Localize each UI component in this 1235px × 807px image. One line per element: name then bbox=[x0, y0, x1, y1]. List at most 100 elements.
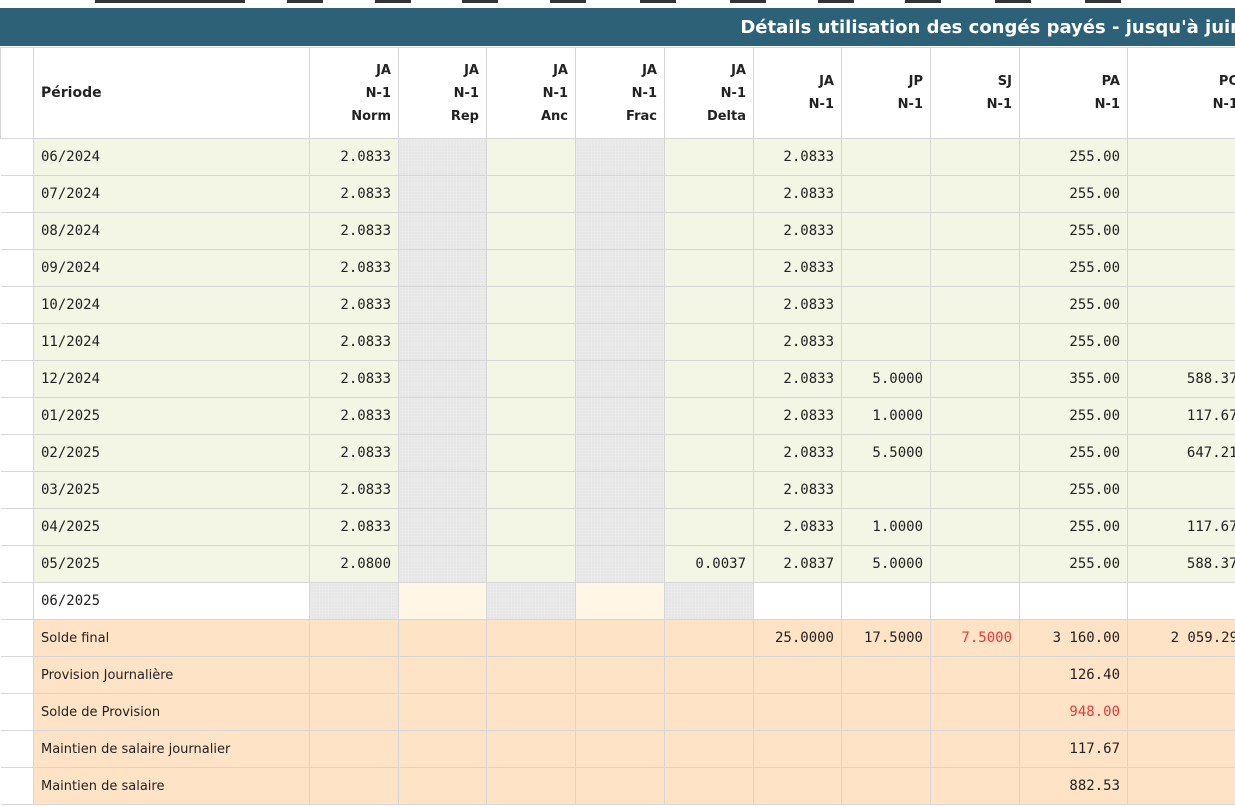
cell-ja[interactable]: 2.0833 bbox=[753, 471, 842, 509]
cell-pa[interactable]: 255.00 bbox=[1019, 286, 1128, 324]
cell-sj[interactable] bbox=[930, 397, 1020, 435]
cell-ja-norm[interactable]: 2.0800 bbox=[309, 545, 399, 583]
col-header-ja-anc[interactable]: JA N-1 Anc bbox=[486, 47, 576, 139]
cell-pa[interactable]: 255.00 bbox=[1019, 323, 1128, 361]
cell-periode[interactable]: 06/2025 bbox=[33, 582, 310, 620]
cell-ja-delta[interactable] bbox=[664, 434, 754, 472]
cell-periode[interactable]: 01/2025 bbox=[33, 397, 310, 435]
table-row[interactable]: 07/2024 2.0833 2.0833 255.00 bbox=[0, 175, 1235, 213]
col-header-periode[interactable]: Période bbox=[33, 47, 310, 139]
cell-ja-delta[interactable] bbox=[664, 138, 754, 176]
col-header-pa[interactable]: PA N-1 bbox=[1019, 47, 1128, 139]
cell-periode[interactable]: 03/2025 bbox=[33, 471, 310, 509]
cell-jp[interactable]: 5.0000 bbox=[841, 545, 931, 583]
cell-sj[interactable] bbox=[930, 508, 1020, 546]
cell-periode[interactable]: 05/2025 bbox=[33, 545, 310, 583]
cell-pa[interactable]: 255.00 bbox=[1019, 138, 1128, 176]
cell-periode[interactable]: 11/2024 bbox=[33, 323, 310, 361]
cell-ja-anc[interactable] bbox=[486, 138, 576, 176]
cell-pc[interactable] bbox=[1127, 249, 1235, 287]
col-header-jp[interactable]: JP N-1 bbox=[841, 47, 931, 139]
cell-jp[interactable] bbox=[841, 212, 931, 250]
table-row[interactable]: 10/2024 2.0833 2.0833 255.00 bbox=[0, 286, 1235, 324]
cell-ja[interactable]: 2.0833 bbox=[753, 175, 842, 213]
cell-ja-delta[interactable]: 0.0037 bbox=[664, 545, 754, 583]
cell-ja-delta[interactable] bbox=[664, 323, 754, 361]
cell-ja[interactable]: 2.0833 bbox=[753, 286, 842, 324]
cell-jp[interactable]: 5.5000 bbox=[841, 434, 931, 472]
cell-ja-anc[interactable] bbox=[486, 545, 576, 583]
table-row[interactable]: 12/2024 2.0833 2.0833 5.0000 355.00 588.… bbox=[0, 360, 1235, 398]
table-row[interactable]: 05/2025 2.0800 0.0037 2.0837 5.0000 255.… bbox=[0, 545, 1235, 583]
cell-ja-norm[interactable]: 2.0833 bbox=[309, 323, 399, 361]
col-header-ja[interactable]: JA N-1 bbox=[753, 47, 842, 139]
col-header-ja-delta[interactable]: JA N-1 Delta bbox=[664, 47, 754, 139]
cell-ja-anc[interactable] bbox=[486, 471, 576, 509]
cell-sj[interactable] bbox=[930, 360, 1020, 398]
cell-ja-delta[interactable] bbox=[664, 212, 754, 250]
cell-ja-delta[interactable] bbox=[664, 397, 754, 435]
cell-pa[interactable]: 255.00 bbox=[1019, 212, 1128, 250]
table-row[interactable]: 08/2024 2.0833 2.0833 255.00 bbox=[0, 212, 1235, 250]
cell-jp[interactable] bbox=[841, 249, 931, 287]
cell-pc[interactable]: 117.67 bbox=[1127, 508, 1235, 546]
cell-pa[interactable]: 355.00 bbox=[1019, 360, 1128, 398]
cell-ja-delta[interactable] bbox=[664, 471, 754, 509]
cell-ja-norm[interactable]: 2.0833 bbox=[309, 212, 399, 250]
cell-pc[interactable]: 588.37 bbox=[1127, 545, 1235, 583]
col-header-ja-rep[interactable]: JA N-1 Rep bbox=[398, 47, 487, 139]
cell-ja-delta[interactable] bbox=[664, 508, 754, 546]
cell-ja[interactable]: 2.0833 bbox=[753, 360, 842, 398]
cell-ja-anc[interactable] bbox=[486, 249, 576, 287]
cell-sj[interactable] bbox=[930, 434, 1020, 472]
table-row[interactable]: 03/2025 2.0833 2.0833 255.00 bbox=[0, 471, 1235, 509]
cell-sj[interactable] bbox=[930, 582, 1020, 620]
cell-pa[interactable]: 255.00 bbox=[1019, 434, 1128, 472]
cell-ja-norm[interactable]: 2.0833 bbox=[309, 434, 399, 472]
cell-pc[interactable] bbox=[1127, 138, 1235, 176]
cell-jp[interactable] bbox=[841, 138, 931, 176]
table-row[interactable]: 11/2024 2.0833 2.0833 255.00 bbox=[0, 323, 1235, 361]
cell-ja[interactable]: 2.0833 bbox=[753, 138, 842, 176]
col-header-sj[interactable]: SJ N-1 bbox=[930, 47, 1020, 139]
cell-periode[interactable]: 07/2024 bbox=[33, 175, 310, 213]
cell-sj[interactable] bbox=[930, 138, 1020, 176]
cell-pa[interactable] bbox=[1019, 582, 1128, 620]
cell-pa[interactable]: 255.00 bbox=[1019, 545, 1128, 583]
cell-jp[interactable] bbox=[841, 471, 931, 509]
cell-ja-frac[interactable] bbox=[575, 582, 665, 620]
cell-pa[interactable]: 255.00 bbox=[1019, 249, 1128, 287]
cell-pc[interactable]: 117.67 bbox=[1127, 397, 1235, 435]
table-row[interactable]: 06/2024 2.0833 2.0833 255.00 bbox=[0, 138, 1235, 176]
cell-ja-norm[interactable]: 2.0833 bbox=[309, 508, 399, 546]
cell-periode[interactable]: 06/2024 bbox=[33, 138, 310, 176]
table-row[interactable]: 01/2025 2.0833 2.0833 1.0000 255.00 117.… bbox=[0, 397, 1235, 435]
cell-sj[interactable] bbox=[930, 545, 1020, 583]
cell-ja-delta[interactable] bbox=[664, 249, 754, 287]
cell-ja-anc[interactable] bbox=[486, 397, 576, 435]
cell-ja-norm[interactable]: 2.0833 bbox=[309, 471, 399, 509]
cell-periode[interactable]: 12/2024 bbox=[33, 360, 310, 398]
cell-ja[interactable] bbox=[753, 582, 842, 620]
cell-jp[interactable]: 1.0000 bbox=[841, 508, 931, 546]
cell-pc[interactable] bbox=[1127, 471, 1235, 509]
cell-sj[interactable] bbox=[930, 212, 1020, 250]
cell-pc[interactable]: 647.21 bbox=[1127, 434, 1235, 472]
cell-periode[interactable]: 04/2025 bbox=[33, 508, 310, 546]
cell-ja[interactable]: 2.0833 bbox=[753, 212, 842, 250]
table-row[interactable]: 04/2025 2.0833 2.0833 1.0000 255.00 117.… bbox=[0, 508, 1235, 546]
cell-ja-norm[interactable]: 2.0833 bbox=[309, 249, 399, 287]
cell-ja-delta[interactable] bbox=[664, 175, 754, 213]
cell-ja-delta[interactable] bbox=[664, 286, 754, 324]
table-row-current[interactable]: 06/2025 bbox=[0, 582, 1235, 620]
cell-sj[interactable] bbox=[930, 175, 1020, 213]
cell-pa[interactable]: 255.00 bbox=[1019, 397, 1128, 435]
cell-jp[interactable] bbox=[841, 286, 931, 324]
cell-sj[interactable] bbox=[930, 249, 1020, 287]
cell-ja-anc[interactable] bbox=[486, 286, 576, 324]
cell-ja-norm[interactable]: 2.0833 bbox=[309, 138, 399, 176]
cell-ja[interactable]: 2.0837 bbox=[753, 545, 842, 583]
cell-jp[interactable]: 1.0000 bbox=[841, 397, 931, 435]
cell-pc[interactable]: 588.37 bbox=[1127, 360, 1235, 398]
cell-pa[interactable]: 255.00 bbox=[1019, 175, 1128, 213]
